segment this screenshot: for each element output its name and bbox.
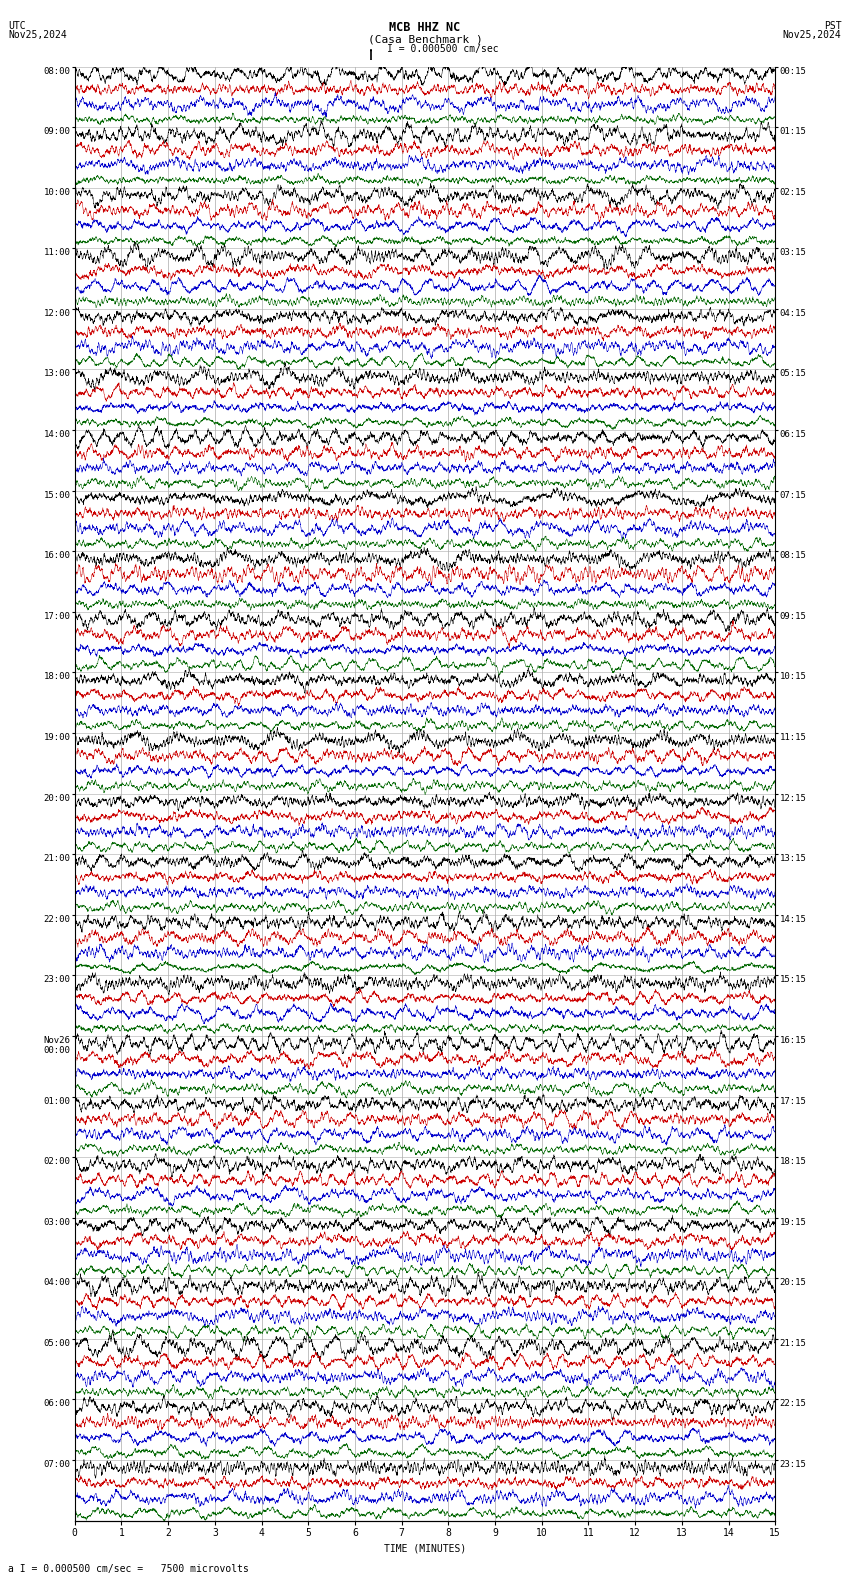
Text: Nov25,2024: Nov25,2024	[8, 30, 67, 40]
Text: UTC: UTC	[8, 21, 26, 32]
Text: MCB HHZ NC: MCB HHZ NC	[389, 21, 461, 33]
Text: a I = 0.000500 cm/sec =   7500 microvolts: a I = 0.000500 cm/sec = 7500 microvolts	[8, 1565, 249, 1574]
Text: I = 0.000500 cm/sec: I = 0.000500 cm/sec	[387, 44, 498, 54]
Text: PST: PST	[824, 21, 842, 32]
X-axis label: TIME (MINUTES): TIME (MINUTES)	[384, 1543, 466, 1554]
Text: Nov25,2024: Nov25,2024	[783, 30, 842, 40]
Text: (Casa Benchmark ): (Casa Benchmark )	[367, 35, 483, 44]
